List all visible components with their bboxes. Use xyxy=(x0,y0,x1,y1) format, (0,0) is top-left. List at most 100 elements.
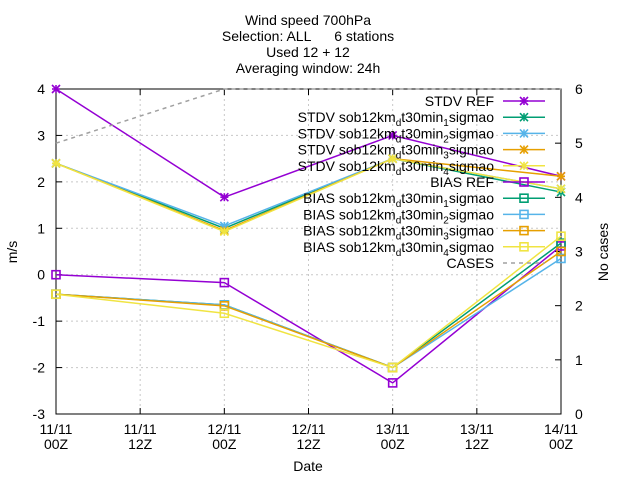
point-marker-square xyxy=(556,246,566,257)
point-marker-square xyxy=(219,308,230,319)
legend-label-part: t30min xyxy=(401,206,443,222)
legend-label-subscript: d xyxy=(396,248,402,259)
point-marker-square xyxy=(519,209,529,220)
point-marker-x xyxy=(519,161,529,171)
y2-tick-label: 0 xyxy=(575,406,583,422)
legend-label: BIAS REF xyxy=(430,174,494,190)
legend-label-part: t30min xyxy=(401,158,443,174)
title-line: Averaging window: 24h xyxy=(236,60,381,76)
y2-axis: 0 1 2 3 4 5 6 xyxy=(555,81,583,422)
x-tick-label: 14/11 xyxy=(544,421,578,437)
x-tick-label: 13/11 xyxy=(376,421,410,437)
legend-item: BIAS sob12kmdt30min2sigmao xyxy=(303,206,545,226)
legend-item: CASES xyxy=(447,255,545,271)
legend-label-subscript: 2 xyxy=(443,134,449,145)
legend-item: STDV sob12kmdt30min4sigmao xyxy=(298,158,545,178)
x-tick-label: 11/11 xyxy=(124,421,157,437)
point-marker-x xyxy=(219,226,229,237)
point-marker-square xyxy=(51,289,61,300)
x-tick-label: 00Z xyxy=(381,436,406,452)
legend-label-subscript: 4 xyxy=(443,248,449,259)
y2-tick-label: 5 xyxy=(575,135,583,151)
y2-tick-label: 1 xyxy=(575,352,583,368)
legend-label-part: t30min xyxy=(401,142,443,158)
x-tick-label: 11/11 xyxy=(40,421,73,437)
legend-item: BIAS sob12kmdt30min4sigmao xyxy=(303,239,545,259)
legend-label: BIAS sob12kmdt30min2sigmao xyxy=(303,206,494,226)
y2-tick-label: 3 xyxy=(575,244,583,260)
legend-label-part: t30min xyxy=(401,125,443,141)
series-stdv xyxy=(51,154,566,237)
legend-item: BIAS sob12kmdt30min3sigmao xyxy=(303,223,545,243)
series-cases xyxy=(55,88,561,144)
legend-label: CASES xyxy=(447,255,494,271)
y-tick-label: -1 xyxy=(33,313,46,329)
grid xyxy=(56,89,561,414)
x-axis: 11/1100Z11/1112Z12/1100Z12/1112Z13/1100Z… xyxy=(40,89,578,452)
legend-label: BIAS sob12kmdt30min3sigmao xyxy=(303,223,494,243)
point-marker-square xyxy=(556,253,566,264)
legend-label-subscript: 1 xyxy=(443,118,449,129)
legend-label-subscript: 3 xyxy=(443,232,449,243)
point-marker-x xyxy=(219,192,229,202)
y2-axis-label: No cases xyxy=(595,223,611,281)
legend-label-subscript: d xyxy=(396,232,402,243)
legend-label-part: t30min xyxy=(401,239,443,255)
y-tick-label: -3 xyxy=(33,406,46,422)
x-tick-label: 13/11 xyxy=(460,421,494,437)
point-marker-square xyxy=(556,231,566,241)
series-line xyxy=(55,157,562,230)
point-marker-square xyxy=(387,362,398,373)
legend-label-subscript: 1 xyxy=(443,199,449,210)
legend-label: STDV sob12kmdt30min2sigmao xyxy=(298,125,495,145)
legend-label-part: STDV sob12km xyxy=(298,158,396,174)
legend-label-part: BIAS sob12km xyxy=(303,239,396,255)
point-marker-square xyxy=(219,277,230,288)
legend-label-part: STDV sob12km xyxy=(298,109,396,125)
legend-label-subscript: d xyxy=(396,118,402,129)
legend-label-part: sigmao xyxy=(449,158,494,174)
x-axis-label: Date xyxy=(293,458,323,474)
x-tick-label: 12Z xyxy=(465,436,490,452)
point-marker-x xyxy=(519,128,529,138)
point-marker-x xyxy=(556,184,566,194)
point-marker-x xyxy=(51,84,61,94)
legend-label-part: t30min xyxy=(401,223,443,239)
legend-label-part: STDV sob12km xyxy=(298,142,396,158)
point-marker-x xyxy=(519,145,529,155)
legend-label-subscript: d xyxy=(396,167,402,178)
title-line: Wind speed 700hPa xyxy=(245,12,371,28)
y2-tick-label: 6 xyxy=(575,81,583,97)
y-tick-label: 1 xyxy=(37,220,45,236)
point-marker-x xyxy=(51,158,61,168)
point-marker-x xyxy=(388,154,398,164)
legend-item: STDV sob12kmdt30min1sigmao xyxy=(298,109,545,129)
x-tick-label: 12/11 xyxy=(207,421,241,437)
legend-label-part: BIAS sob12km xyxy=(303,206,396,222)
x-tick-label: 12Z xyxy=(128,436,153,452)
series-bias xyxy=(51,231,566,373)
point-marker-square xyxy=(519,193,529,203)
legend-label-subscript: 4 xyxy=(443,167,449,178)
legend-label-subscript: d xyxy=(396,134,402,145)
point-marker-square xyxy=(519,242,529,252)
legend-label: BIAS sob12kmdt30min1sigmao xyxy=(303,190,494,210)
legend-label-subscript: d xyxy=(396,199,402,210)
y-tick-label: 0 xyxy=(37,267,45,283)
legend-label-part: sigmao xyxy=(449,239,494,255)
series-line xyxy=(55,245,562,384)
point-marker-square xyxy=(519,225,529,236)
y2-tick-label: 4 xyxy=(575,189,583,205)
point-marker-square xyxy=(519,177,529,187)
legend-label-part: BIAS sob12km xyxy=(303,223,396,239)
point-marker-x xyxy=(388,130,398,140)
legend-item: STDV sob12kmdt30min2sigmao xyxy=(298,125,545,145)
legend-label-part: sigmao xyxy=(449,125,494,141)
legend-label: STDV sob12kmdt30min4sigmao xyxy=(298,158,495,178)
x-tick-label: 00Z xyxy=(44,436,69,452)
legend-label-part: t30min xyxy=(401,190,443,206)
legend-label-part: sigmao xyxy=(449,142,494,158)
legend-label: STDV sob12kmdt30min3sigmao xyxy=(298,142,495,162)
title-line: Selection: ALL 6 stations xyxy=(222,28,394,44)
